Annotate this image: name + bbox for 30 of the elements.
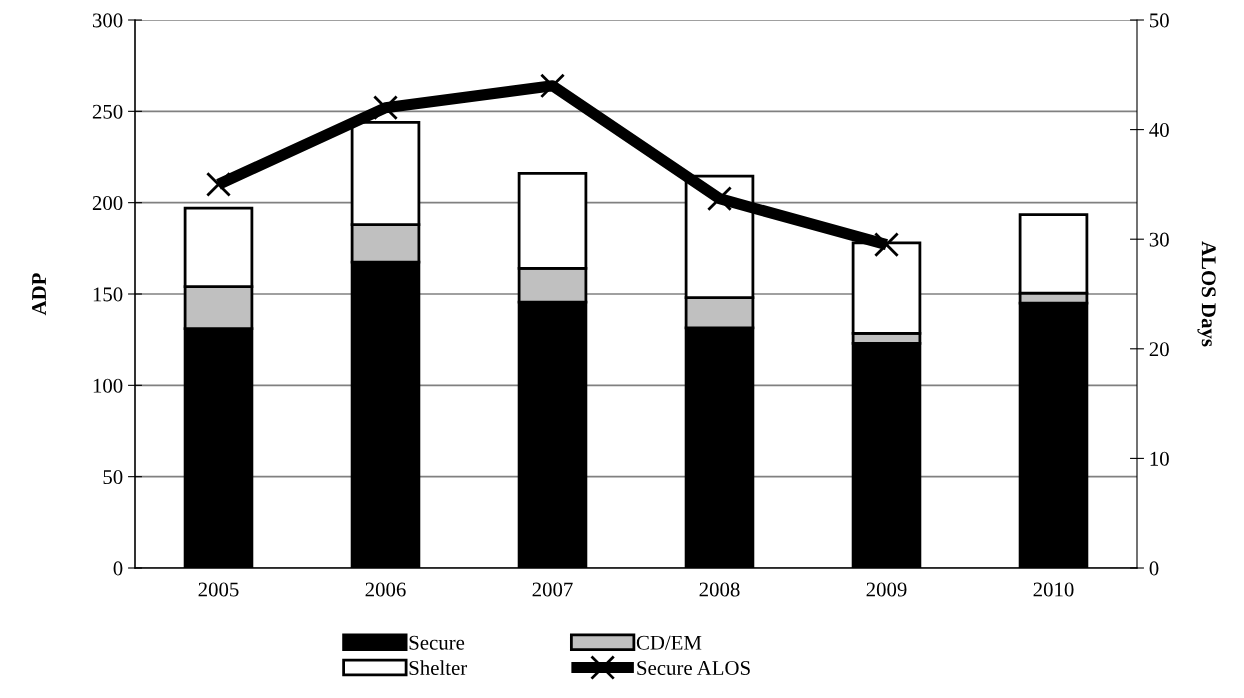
x-tick-label: 2008 bbox=[699, 582, 740, 597]
x-tick-label: 2006 bbox=[365, 582, 406, 597]
legend-label: Secure bbox=[409, 635, 465, 650]
y2-tick-label: 40 bbox=[1149, 122, 1169, 138]
y-axis-title: ADP bbox=[32, 273, 46, 316]
legend-label: CD/EM bbox=[636, 635, 702, 650]
y-tick-label: 100 bbox=[93, 378, 123, 393]
point bbox=[874, 232, 899, 258]
y-tick-label: 150 bbox=[93, 287, 123, 302]
y-tick-label: 300 bbox=[92, 13, 123, 28]
x-tick-label: 2005 bbox=[198, 582, 239, 597]
point bbox=[540, 73, 565, 99]
x-tick-label: 2009 bbox=[866, 582, 907, 597]
y2-tick-label: 30 bbox=[1149, 232, 1169, 247]
y2-tick-label: 10 bbox=[1150, 451, 1169, 466]
y2-tick-label: 0 bbox=[1149, 561, 1159, 576]
y-tick-label: 0 bbox=[113, 561, 123, 576]
y-tick-label: 200 bbox=[92, 196, 123, 211]
point bbox=[707, 186, 732, 212]
y2-tick-label: 20 bbox=[1149, 342, 1169, 357]
y2-tick-label: 50 bbox=[1150, 13, 1169, 28]
point bbox=[373, 95, 398, 121]
legend-label: Shelter bbox=[409, 660, 468, 676]
y-tick-label: 50 bbox=[103, 470, 123, 485]
y2-axis-title: ALOS Days bbox=[1197, 241, 1216, 347]
x-tick-label: 2007 bbox=[532, 582, 573, 597]
legend-label: Secure ALOS bbox=[637, 661, 750, 676]
y-tick-label: 250 bbox=[92, 104, 123, 119]
x-tick-label: 2010 bbox=[1033, 582, 1074, 597]
point bbox=[206, 171, 231, 197]
